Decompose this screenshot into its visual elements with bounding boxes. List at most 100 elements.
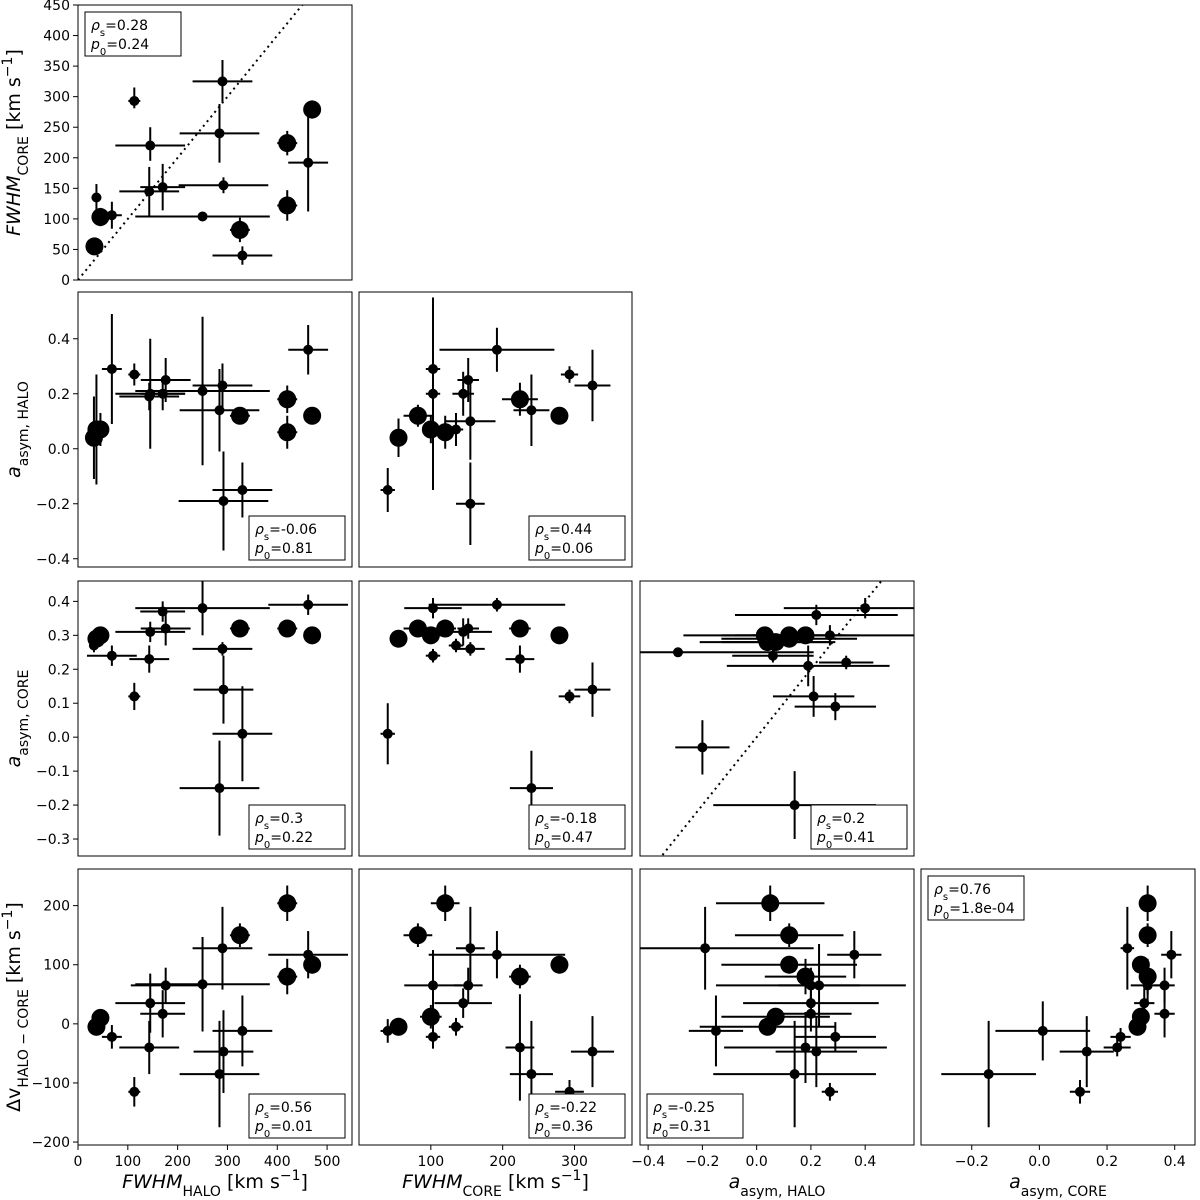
axes-frame bbox=[358, 580, 633, 857]
data-point bbox=[794, 1022, 877, 1052]
point-marker bbox=[278, 196, 297, 215]
axes-frame bbox=[639, 868, 915, 1146]
y-tick-label: 0.0 bbox=[48, 442, 70, 458]
data-point bbox=[726, 645, 890, 687]
stats-box-frame bbox=[646, 1093, 744, 1139]
data-point bbox=[821, 1082, 839, 1101]
point-marker bbox=[510, 619, 529, 638]
data-point bbox=[403, 923, 433, 948]
data-point bbox=[713, 1020, 877, 1128]
point-marker bbox=[491, 599, 502, 610]
data-point bbox=[229, 619, 250, 638]
y-axis-label: ΔvHALO − CORE [km s−1] bbox=[0, 902, 32, 1112]
data-point bbox=[140, 163, 186, 211]
data-point bbox=[192, 642, 253, 656]
axes-frame bbox=[77, 580, 353, 857]
point-marker bbox=[91, 208, 110, 227]
data-point bbox=[115, 127, 186, 161]
y-tick-label: −0.2 bbox=[36, 497, 70, 513]
point-marker bbox=[780, 926, 799, 945]
point-marker bbox=[278, 423, 297, 442]
y-tick-label: 0.1 bbox=[48, 696, 70, 712]
data-point bbox=[827, 931, 882, 979]
data-point bbox=[140, 358, 191, 402]
stats-box-frame bbox=[927, 875, 1025, 921]
data-point bbox=[135, 316, 270, 466]
y-tick-label: −0.1 bbox=[36, 764, 70, 780]
point-marker bbox=[805, 1008, 816, 1019]
data-point bbox=[86, 645, 137, 666]
data-point bbox=[135, 211, 270, 222]
point-marker bbox=[389, 629, 408, 648]
y-tick-label: −0.2 bbox=[36, 798, 70, 814]
point-marker bbox=[800, 1042, 811, 1053]
spearman-rho: ρs=-0.18 bbox=[535, 811, 597, 832]
y-tick-label: 0.2 bbox=[48, 387, 70, 403]
point-marker bbox=[789, 800, 800, 811]
x-tick-label: 300 bbox=[214, 1154, 241, 1170]
y-tick-label: 0.4 bbox=[48, 594, 70, 610]
data-point bbox=[775, 1016, 858, 1088]
point-marker bbox=[550, 626, 569, 645]
x-tick-label: 400 bbox=[264, 1154, 291, 1170]
point-marker bbox=[427, 980, 438, 991]
point-marker bbox=[427, 650, 438, 661]
point-marker bbox=[217, 643, 228, 654]
point-marker bbox=[672, 647, 683, 658]
point-marker bbox=[465, 643, 476, 654]
point-marker bbox=[106, 364, 117, 374]
data-point bbox=[420, 1004, 442, 1029]
data-point bbox=[509, 964, 531, 989]
data-point bbox=[212, 995, 273, 1067]
point-marker bbox=[1159, 980, 1170, 991]
point-marker bbox=[197, 211, 208, 222]
data-point bbox=[1069, 1079, 1091, 1104]
point-marker bbox=[303, 344, 314, 355]
data-point bbox=[439, 327, 555, 372]
data-point bbox=[277, 958, 298, 995]
data-point bbox=[794, 693, 877, 721]
data-point bbox=[288, 325, 329, 375]
panel-p32: ρs=0.2p0=0.41 bbox=[639, 580, 915, 857]
point-marker bbox=[780, 955, 799, 974]
point-marker bbox=[697, 742, 708, 753]
point-marker bbox=[145, 140, 156, 151]
point-marker bbox=[218, 1046, 229, 1057]
data-point bbox=[778, 944, 860, 1027]
point-marker bbox=[587, 684, 598, 695]
spearman-rho: ρs=-0.25 bbox=[653, 1100, 715, 1121]
point-marker bbox=[514, 1042, 525, 1053]
p-value: p0=0.36 bbox=[534, 1119, 593, 1140]
data-point bbox=[140, 601, 186, 622]
data-point bbox=[457, 358, 479, 402]
point-marker bbox=[824, 1086, 835, 1097]
p-value: p0=0.47 bbox=[534, 830, 593, 851]
y-tick-label: 0.0 bbox=[48, 730, 70, 746]
data-point bbox=[675, 720, 730, 775]
point-marker bbox=[526, 1069, 537, 1080]
data-point bbox=[1103, 1038, 1131, 1057]
stats-box-frame bbox=[248, 804, 346, 850]
point-marker bbox=[218, 180, 229, 191]
y-tick-label: 0 bbox=[61, 1017, 70, 1033]
x-tick-label: 100 bbox=[114, 1154, 141, 1170]
data-point bbox=[448, 638, 464, 653]
axes-frame bbox=[920, 868, 1196, 1146]
data-point bbox=[550, 955, 569, 974]
data-point bbox=[303, 626, 322, 645]
data-point bbox=[425, 297, 441, 490]
x-tick-label: 300 bbox=[561, 1154, 588, 1170]
point-marker bbox=[1131, 1007, 1150, 1026]
data-point bbox=[403, 404, 433, 427]
spearman-rho: ρs=0.2 bbox=[817, 811, 865, 832]
point-marker bbox=[830, 1031, 841, 1042]
y-tick-label: 400 bbox=[43, 29, 70, 45]
point-marker bbox=[218, 496, 229, 506]
y-tick-label: −0.3 bbox=[36, 832, 70, 848]
data-point bbox=[448, 413, 464, 446]
y-axis-label: FWHMCORE [km s−1] bbox=[0, 49, 32, 236]
